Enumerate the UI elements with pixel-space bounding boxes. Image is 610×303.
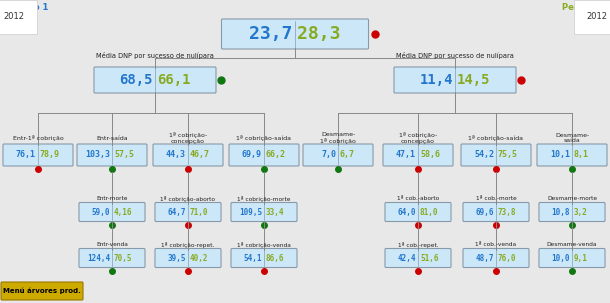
Text: 2012: 2012 [586, 12, 607, 21]
Text: 59,0: 59,0 [92, 208, 110, 217]
FancyBboxPatch shape [77, 144, 147, 166]
FancyBboxPatch shape [537, 144, 607, 166]
Text: 73,8: 73,8 [498, 208, 517, 217]
FancyBboxPatch shape [3, 144, 73, 166]
FancyBboxPatch shape [79, 202, 145, 221]
FancyBboxPatch shape [94, 67, 216, 93]
Text: 47,1: 47,1 [396, 151, 416, 159]
Text: 58,6: 58,6 [420, 151, 440, 159]
FancyBboxPatch shape [461, 144, 531, 166]
Text: 28,3: 28,3 [297, 25, 340, 43]
Text: 33,4: 33,4 [266, 208, 284, 217]
Text: 1ª cob.-repet.: 1ª cob.-repet. [398, 241, 439, 248]
FancyBboxPatch shape [155, 248, 221, 268]
Text: 64,7: 64,7 [168, 208, 186, 217]
Text: 42,4: 42,4 [398, 254, 416, 262]
Text: 75,5: 75,5 [498, 151, 518, 159]
Text: 76,1: 76,1 [16, 151, 36, 159]
Text: 69,6: 69,6 [476, 208, 494, 217]
Text: 1ª cobrição-saída: 1ª cobrição-saída [237, 135, 292, 141]
Text: 11,4: 11,4 [420, 73, 453, 87]
Text: 2012: 2012 [3, 12, 24, 21]
Text: Entr-saída: Entr-saída [96, 135, 128, 141]
FancyBboxPatch shape [394, 67, 516, 93]
Text: 23,7: 23,7 [249, 25, 293, 43]
FancyBboxPatch shape [539, 202, 605, 221]
Text: 46,7: 46,7 [190, 151, 210, 159]
Text: 103,3: 103,3 [85, 151, 110, 159]
Text: 40,2: 40,2 [190, 254, 209, 262]
Text: 44,3: 44,3 [166, 151, 186, 159]
Text: 1ª cobrição-
concepção: 1ª cobrição- concepção [399, 132, 437, 144]
FancyBboxPatch shape [463, 202, 529, 221]
Text: 1ª cobrição-repet.: 1ª cobrição-repet. [161, 241, 215, 248]
Text: 70,5: 70,5 [114, 254, 132, 262]
FancyBboxPatch shape [303, 144, 373, 166]
FancyBboxPatch shape [463, 248, 529, 268]
Text: Menú árvores prod.: Menú árvores prod. [3, 288, 81, 294]
FancyBboxPatch shape [79, 248, 145, 268]
Text: 10,1: 10,1 [550, 151, 570, 159]
Text: 1ª cob.-venda: 1ª cob.-venda [475, 242, 517, 247]
FancyBboxPatch shape [385, 248, 451, 268]
Text: Desmame-morte: Desmame-morte [547, 196, 597, 201]
FancyBboxPatch shape [221, 19, 368, 49]
Text: Período 1: Período 1 [3, 3, 48, 12]
FancyBboxPatch shape [155, 202, 221, 221]
Text: 69,9: 69,9 [242, 151, 262, 159]
Text: 1ª cobrição-saída: 1ª cobrição-saída [468, 135, 523, 141]
FancyBboxPatch shape [383, 144, 453, 166]
FancyBboxPatch shape [231, 202, 297, 221]
Text: Desmame-
1ª cobrição: Desmame- 1ª cobrição [320, 132, 356, 144]
Text: 1ª cobrição-
concepção: 1ª cobrição- concepção [169, 132, 207, 144]
Text: 86,6: 86,6 [266, 254, 284, 262]
Text: 51,6: 51,6 [420, 254, 439, 262]
Text: 9,1: 9,1 [574, 254, 588, 262]
FancyBboxPatch shape [231, 248, 297, 268]
Text: 54,1: 54,1 [243, 254, 262, 262]
Text: 76,0: 76,0 [498, 254, 517, 262]
FancyBboxPatch shape [1, 282, 83, 300]
Text: Desmame-
saída: Desmame- saída [555, 133, 589, 143]
Text: 10,0: 10,0 [551, 254, 570, 262]
Text: 57,5: 57,5 [114, 151, 134, 159]
FancyBboxPatch shape [229, 144, 299, 166]
Text: 78,9: 78,9 [40, 151, 60, 159]
Text: 48,7: 48,7 [476, 254, 494, 262]
Text: 14,5: 14,5 [457, 73, 490, 87]
Text: 1ª cob.-morte: 1ª cob.-morte [476, 196, 517, 201]
Text: 4,16: 4,16 [114, 208, 132, 217]
Text: 124,4: 124,4 [87, 254, 110, 262]
Text: 1ª cobrição-morte: 1ª cobrição-morte [237, 195, 291, 201]
Text: Período 2: Período 2 [562, 3, 607, 12]
Text: 1ª cob.-aborto: 1ª cob.-aborto [397, 196, 439, 201]
Text: 66,2: 66,2 [266, 151, 286, 159]
FancyBboxPatch shape [153, 144, 223, 166]
Text: Desmame-venda: Desmame-venda [547, 242, 597, 247]
Text: 66,1: 66,1 [157, 73, 190, 87]
Text: 68,5: 68,5 [120, 73, 153, 87]
Text: 1ª cobrição-venda: 1ª cobrição-venda [237, 241, 291, 248]
Text: 54,2: 54,2 [474, 151, 494, 159]
FancyBboxPatch shape [539, 248, 605, 268]
Text: 1ª cobrição-aborto: 1ª cobrição-aborto [160, 195, 215, 201]
Text: 81,0: 81,0 [420, 208, 439, 217]
Text: Média DNP por sucesso de nulípara: Média DNP por sucesso de nulípara [96, 52, 214, 59]
Text: 6,7: 6,7 [340, 151, 355, 159]
Text: Entr-morte: Entr-morte [96, 196, 127, 201]
Text: 39,5: 39,5 [168, 254, 186, 262]
Text: 71,0: 71,0 [190, 208, 209, 217]
Text: 109,5: 109,5 [239, 208, 262, 217]
Text: 10,8: 10,8 [551, 208, 570, 217]
Text: 7,0: 7,0 [321, 151, 336, 159]
Text: Média DNP por sucesso de nulípara: Média DNP por sucesso de nulípara [396, 52, 514, 59]
Text: 8,1: 8,1 [574, 151, 589, 159]
Text: Entr-venda: Entr-venda [96, 242, 128, 247]
Text: Entr-1ª cobrição: Entr-1ª cobrição [13, 135, 63, 141]
FancyBboxPatch shape [385, 202, 451, 221]
Text: 64,0: 64,0 [398, 208, 416, 217]
Text: 3,2: 3,2 [574, 208, 588, 217]
